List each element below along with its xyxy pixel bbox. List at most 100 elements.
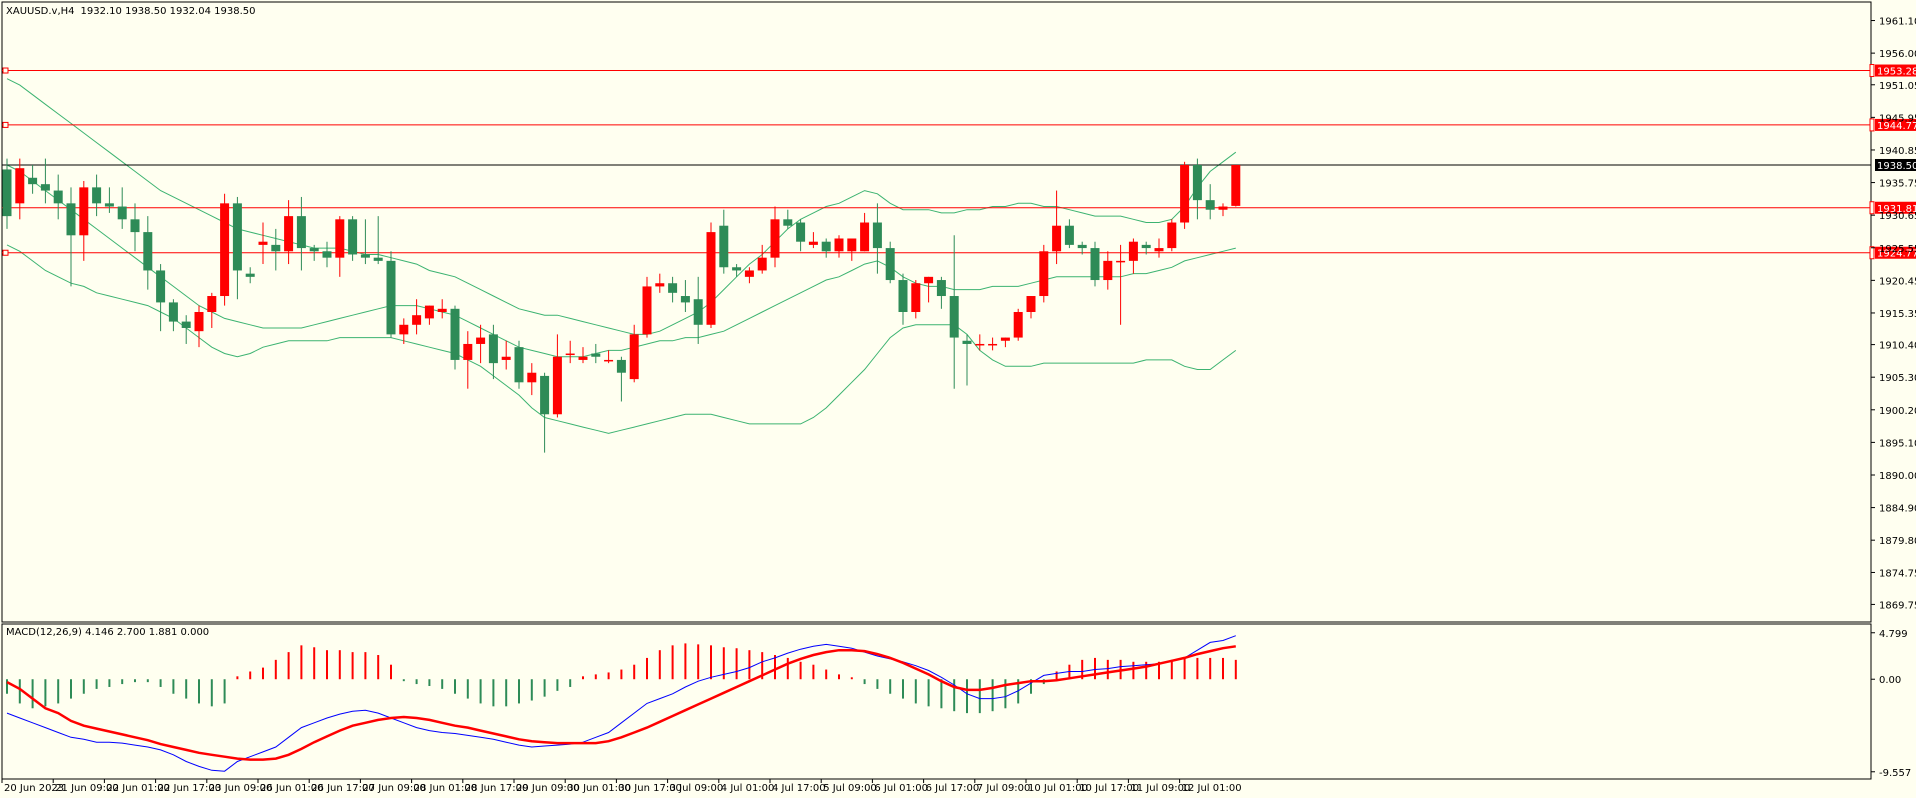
- time-tick-label: 30 Jun 17:00: [618, 783, 682, 794]
- time-tick-label: 3 Jul 09:00: [670, 783, 724, 794]
- candle-body: [40, 184, 50, 191]
- candle-body: [348, 219, 358, 255]
- price-tick-label: 1951.05: [1879, 81, 1916, 92]
- candle-body: [412, 315, 422, 325]
- candle-body: [936, 280, 946, 297]
- level-price-box: [1875, 64, 1916, 77]
- candle-body: [540, 375, 550, 415]
- price-tick-label: 1900.20: [1879, 406, 1916, 417]
- macd-lines: [6, 635, 1236, 772]
- bollinger-upper-line: [6, 78, 1237, 335]
- candle-body: [949, 296, 959, 338]
- price-axis: 1961.10 1956.00 1951.05 1945.95 1940.85 1935.…: [1871, 17, 1916, 611]
- macd-tick-label: 0.00: [1879, 675, 1901, 686]
- candle-body: [1128, 241, 1138, 261]
- time-tick-label: 29 Jun 09:00: [516, 783, 580, 794]
- candle-body: [488, 334, 498, 364]
- candle-body: [2, 169, 12, 217]
- candle-body: [66, 203, 76, 236]
- candles: [2, 158, 1241, 453]
- candle-body: [975, 343, 985, 346]
- time-tick-label: 6 Jul 17:00: [926, 783, 980, 794]
- price-tick-label: 1925.55: [1879, 244, 1916, 255]
- time-tick-label: 4 Jul 01:00: [721, 783, 775, 794]
- candle-body: [924, 276, 934, 284]
- time-tick-label: 26 Jun 17:00: [311, 783, 375, 794]
- candle-body: [360, 254, 370, 258]
- price-tick-label: 1910.40: [1879, 341, 1916, 352]
- candle-body: [1154, 248, 1164, 252]
- candle-body: [1205, 200, 1215, 210]
- candle-body: [437, 308, 447, 312]
- level-price-label: 1944.77: [1877, 121, 1916, 132]
- price-tick-label: 1940.85: [1879, 146, 1916, 157]
- price-tick-label: 1915.35: [1879, 309, 1916, 320]
- time-tick-label: 6 Jul 01:00: [874, 783, 928, 794]
- candle-body: [245, 273, 255, 277]
- candle-body: [53, 190, 63, 204]
- candle-body: [680, 296, 690, 303]
- macd-pane-border: [1, 623, 1872, 780]
- price-tick-label: 1945.95: [1879, 113, 1916, 124]
- candle-body: [744, 270, 754, 277]
- level-marker: [1869, 201, 1875, 215]
- candle-body: [399, 324, 409, 335]
- macd-tick-label: 4.799: [1879, 629, 1908, 640]
- horizontal-levels[interactable]: 1953.28 1944.77 1931.81 1924.77 1938.50: [2, 64, 1916, 260]
- candle-body: [808, 241, 818, 245]
- macd-signal-line: [6, 645, 1236, 761]
- candle-body: [1167, 222, 1177, 249]
- candle-body: [130, 219, 140, 233]
- time-tick-label: 4 Jul 17:00: [772, 783, 826, 794]
- candle-body: [1192, 164, 1202, 201]
- candle-body: [911, 283, 921, 312]
- time-tick-label: 22 Jun 17:00: [158, 783, 222, 794]
- candle-body: [514, 347, 524, 383]
- candle-body: [796, 222, 806, 242]
- price-tick-label: 1930.65: [1879, 211, 1916, 222]
- level-handle: [2, 249, 9, 256]
- candle-body: [1103, 260, 1113, 281]
- level-marker: [1869, 118, 1875, 132]
- macd-axis: 4.799 0.00 -9.557: [1871, 629, 1911, 779]
- macd-histogram: [6, 643, 1237, 714]
- macd-main-line: [6, 635, 1236, 772]
- candle-body: [552, 356, 562, 415]
- candle-body: [860, 222, 870, 252]
- chart-title: XAUUSD.v,H4 1932.10 1938.50 1932.04 1938.…: [6, 6, 256, 17]
- candle-body: [1000, 337, 1010, 341]
- candle-body: [117, 206, 127, 220]
- candle-body: [578, 356, 588, 360]
- candle-body: [693, 299, 703, 325]
- candle-body: [668, 283, 678, 293]
- candle-body: [565, 353, 575, 356]
- candle-body: [15, 168, 25, 204]
- candle-body: [207, 296, 217, 312]
- candle-body: [898, 280, 908, 312]
- candle-body: [1052, 225, 1062, 252]
- candle-body: [450, 308, 460, 360]
- price-tick-label: 1935.75: [1879, 179, 1916, 190]
- price-tick-label: 1920.45: [1879, 276, 1916, 287]
- candle-body: [1064, 225, 1074, 245]
- level-price-label: 1931.81: [1877, 204, 1916, 215]
- candle-body: [271, 244, 281, 252]
- level-price-label: 1953.28: [1877, 67, 1916, 78]
- bollinger-lower-line: [6, 244, 1237, 434]
- time-tick-label: 7 Jul 09:00: [977, 783, 1031, 794]
- price-tick-label: 1956.00: [1879, 49, 1916, 60]
- candle-body: [1231, 164, 1241, 206]
- macd-label: MACD(12,26,9) 4.146 2.700 1.881 0.000: [6, 627, 209, 638]
- time-tick-label: 22 Jun 01:00: [106, 783, 170, 794]
- candle-body: [732, 267, 742, 271]
- candle-body: [962, 340, 972, 344]
- time-tick-label: 11 Jul 09:00: [1130, 783, 1190, 794]
- candle-body: [1013, 312, 1023, 338]
- candle-body: [232, 203, 242, 271]
- level-marker: [1869, 64, 1875, 78]
- candle-body: [1116, 260, 1126, 263]
- candle-body: [1218, 206, 1228, 210]
- price-tick-label: 1890.00: [1879, 471, 1916, 482]
